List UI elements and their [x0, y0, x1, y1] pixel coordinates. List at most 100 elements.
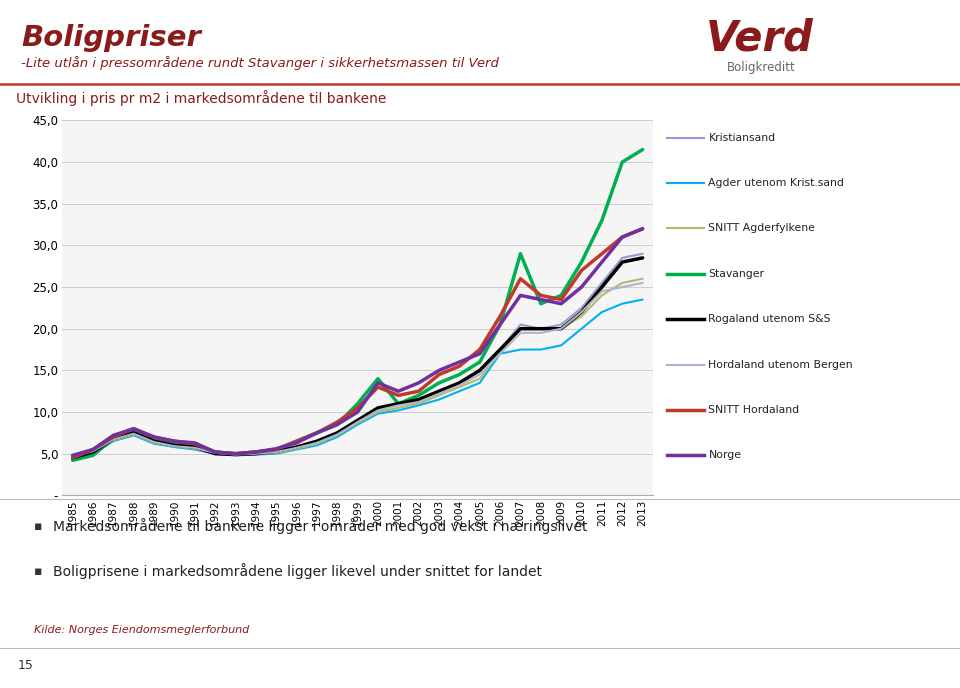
Rogaland utenom S&S	[87, 448, 99, 456]
Kristiansand	[494, 345, 506, 354]
Hordaland utenom Bergen	[596, 287, 608, 295]
Norge	[128, 424, 139, 433]
Hordaland utenom Bergen	[250, 449, 261, 458]
Norge	[331, 420, 343, 429]
Rogaland utenom S&S	[535, 325, 546, 333]
SNITT Hordaland	[67, 454, 79, 462]
Norge	[67, 451, 79, 460]
Text: Utvikling i pris pr m2 i markedsområdene til bankene: Utvikling i pris pr m2 i markedsområdene…	[16, 90, 387, 107]
Kristiansand	[67, 451, 79, 460]
Rogaland utenom S&S	[616, 258, 628, 266]
Norge	[352, 408, 364, 416]
Rogaland utenom S&S	[636, 254, 648, 262]
SNITT Hordaland	[250, 448, 261, 456]
Stavanger	[148, 435, 159, 443]
Stavanger	[331, 420, 343, 429]
Rogaland utenom S&S	[250, 449, 261, 458]
Norge	[474, 350, 486, 358]
Norge	[576, 283, 588, 291]
Stavanger	[372, 374, 384, 383]
Norge	[271, 444, 282, 453]
Norge	[291, 439, 302, 447]
SNITT Hordaland	[128, 424, 139, 433]
Hordaland utenom Bergen	[209, 449, 221, 457]
Rogaland utenom S&S	[352, 416, 364, 424]
Kristiansand	[169, 441, 180, 449]
SNITT Agderfylkene	[148, 439, 159, 447]
SNITT Hordaland	[372, 383, 384, 391]
SNITT Agderfylkene	[596, 291, 608, 299]
Rogaland utenom S&S	[596, 283, 608, 291]
Rogaland utenom S&S	[67, 454, 79, 462]
Hordaland utenom Bergen	[311, 439, 323, 447]
Stavanger	[454, 370, 466, 378]
SNITT Hordaland	[596, 250, 608, 258]
Stavanger	[87, 451, 99, 460]
Agder utenom Krist.sand	[67, 454, 79, 462]
Text: Kilde: Norges Eiendomsmeglerforbund: Kilde: Norges Eiendomsmeglerforbund	[34, 625, 249, 634]
Norge	[556, 299, 567, 308]
Norge	[87, 445, 99, 453]
Norge	[413, 378, 424, 387]
Kristiansand	[352, 416, 364, 424]
Agder utenom Krist.sand	[393, 406, 404, 414]
Line: Norge: Norge	[73, 228, 642, 455]
Line: Hordaland utenom Bergen: Hordaland utenom Bergen	[73, 283, 642, 456]
SNITT Agderfylkene	[515, 325, 526, 333]
SNITT Hordaland	[148, 433, 159, 441]
Kristiansand	[596, 279, 608, 287]
Rogaland utenom S&S	[209, 449, 221, 458]
Stavanger	[393, 400, 404, 408]
Norge	[535, 295, 546, 303]
SNITT Hordaland	[636, 224, 648, 233]
Agder utenom Krist.sand	[474, 378, 486, 387]
Text: ▪: ▪	[34, 565, 42, 577]
Kristiansand	[556, 321, 567, 329]
SNITT Hordaland	[229, 449, 241, 458]
Kristiansand	[433, 387, 444, 396]
Stavanger	[169, 439, 180, 447]
Hordaland utenom Bergen	[372, 406, 384, 414]
Norge	[189, 439, 201, 447]
SNITT Hordaland	[311, 429, 323, 437]
SNITT Agderfylkene	[556, 325, 567, 333]
Agder utenom Krist.sand	[271, 449, 282, 458]
Line: SNITT Hordaland: SNITT Hordaland	[73, 228, 642, 458]
Hordaland utenom Bergen	[556, 325, 567, 333]
Rogaland utenom S&S	[474, 366, 486, 374]
SNITT Agderfylkene	[636, 275, 648, 283]
SNITT Hordaland	[576, 266, 588, 275]
Kristiansand	[393, 400, 404, 408]
SNITT Agderfylkene	[576, 312, 588, 321]
Hordaland utenom Bergen	[87, 447, 99, 455]
Rogaland utenom S&S	[372, 404, 384, 412]
Kristiansand	[291, 443, 302, 451]
Kristiansand	[229, 449, 241, 458]
SNITT Agderfylkene	[311, 440, 323, 448]
SNITT Hordaland	[108, 433, 119, 441]
Norge	[393, 387, 404, 396]
Rogaland utenom S&S	[189, 443, 201, 451]
SNITT Agderfylkene	[87, 448, 99, 456]
Text: Boligkreditt: Boligkreditt	[727, 61, 796, 74]
Hordaland utenom Bergen	[352, 418, 364, 426]
Norge	[372, 378, 384, 387]
SNITT Agderfylkene	[250, 449, 261, 458]
Agder utenom Krist.sand	[556, 341, 567, 350]
Agder utenom Krist.sand	[372, 409, 384, 418]
Stavanger	[515, 250, 526, 258]
Text: Rogaland utenom S&S: Rogaland utenom S&S	[708, 314, 831, 324]
SNITT Agderfylkene	[271, 449, 282, 457]
Stavanger	[616, 158, 628, 166]
Kristiansand	[108, 435, 119, 443]
Norge	[209, 448, 221, 456]
Stavanger	[474, 358, 486, 366]
Hordaland utenom Bergen	[413, 398, 424, 406]
SNITT Agderfylkene	[494, 348, 506, 356]
Text: -Lite utlån i pressområdene rundt Stavanger i sikkerhetsmassen til Verd: -Lite utlån i pressområdene rundt Stavan…	[21, 56, 499, 70]
Kristiansand	[250, 449, 261, 457]
SNITT Agderfylkene	[331, 431, 343, 440]
SNITT Agderfylkene	[393, 404, 404, 412]
Kristiansand	[515, 321, 526, 329]
SNITT Hordaland	[271, 445, 282, 453]
